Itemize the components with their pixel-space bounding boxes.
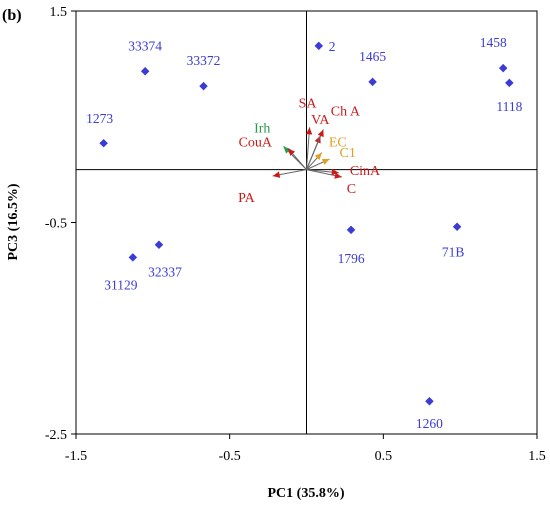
vector-label: Ch A	[331, 104, 361, 119]
point-marker	[498, 63, 508, 73]
vector-label: VA	[311, 113, 330, 128]
vector-arrowhead	[305, 127, 313, 135]
data-point: 1796	[338, 225, 365, 266]
data-point: 33372	[187, 53, 221, 91]
data-point: 2	[314, 39, 336, 54]
point-label: 1796	[338, 251, 365, 266]
point-label: 33372	[187, 53, 221, 68]
data-point: 1118	[496, 78, 523, 114]
data-point: 1465	[359, 49, 386, 87]
loading-vector: CouA	[239, 135, 307, 170]
point-marker	[154, 240, 164, 249]
loading-vector: SA	[299, 96, 318, 170]
y-axis-title: PC3 (16.5%)	[6, 183, 21, 260]
vector-label: CinA	[350, 164, 381, 179]
x-tick-label: 1.5	[528, 449, 546, 464]
vector-label: CouA	[239, 135, 273, 150]
vector-line	[306, 127, 311, 170]
vector-label: SA	[299, 96, 318, 111]
vector-arrowhead	[288, 148, 296, 156]
vector-arrowhead	[314, 135, 321, 144]
data-point: 32337	[148, 240, 182, 280]
point-label: 1465	[359, 49, 386, 64]
y-tick-label: -0.5	[45, 217, 67, 232]
loading-vector: C1	[306, 146, 356, 171]
vector-arrowhead	[334, 172, 342, 179]
point-label: 33374	[128, 38, 162, 53]
data-point: 71B	[442, 222, 465, 260]
point-label: 2	[329, 39, 336, 54]
vector-arrowhead	[272, 171, 281, 178]
vector-arrowhead	[317, 129, 324, 138]
loading-vector: PA	[238, 169, 307, 206]
loading-vector: CinA	[306, 164, 381, 179]
vector-arrowhead	[314, 152, 322, 161]
point-marker	[128, 253, 138, 262]
point-marker	[140, 67, 150, 76]
vector-arrowhead	[321, 159, 330, 165]
loading-vector: C	[306, 168, 356, 197]
x-tick-label: 0.5	[375, 449, 393, 464]
point-label: 31129	[104, 277, 137, 292]
vector-label: C1	[340, 146, 356, 161]
point-marker	[199, 81, 208, 91]
point-label: 71B	[442, 245, 465, 260]
vector-label: PA	[238, 191, 256, 206]
data-point: 33374	[128, 38, 162, 76]
vector-label: Irh	[254, 121, 270, 136]
x-tick-label: -1.5	[65, 449, 87, 464]
point-marker	[99, 138, 108, 148]
loading-vector: Ch A	[306, 104, 361, 170]
loading-vector: EC	[306, 136, 347, 170]
point-marker	[346, 225, 356, 235]
data-point: 31129	[104, 253, 138, 292]
x-axis-title: PC1 (35.8%)	[268, 486, 345, 501]
point-marker	[368, 77, 377, 87]
point-label: 1118	[496, 99, 522, 114]
vector-label: C	[347, 182, 356, 197]
point-label: 1458	[480, 35, 507, 50]
vector-arrowhead	[331, 168, 339, 176]
point-marker	[314, 41, 324, 51]
point-label: 1273	[86, 111, 113, 126]
point-label: 32337	[148, 265, 182, 280]
vector-arrowhead	[283, 146, 291, 154]
data-point: 1458	[480, 35, 508, 73]
x-tick-label: -0.5	[219, 449, 241, 464]
point-label: 1260	[416, 416, 443, 431]
point-marker	[425, 396, 434, 406]
vector-line	[306, 129, 324, 170]
vector-label: EC	[329, 136, 347, 151]
panel-label: (b)	[2, 7, 22, 24]
point-marker	[505, 78, 514, 88]
data-point: 1260	[416, 396, 443, 431]
y-tick-label: -2.5	[45, 428, 67, 443]
point-marker	[452, 222, 462, 231]
data-point: 1273	[86, 111, 113, 148]
y-tick-label: 1.5	[50, 5, 68, 20]
